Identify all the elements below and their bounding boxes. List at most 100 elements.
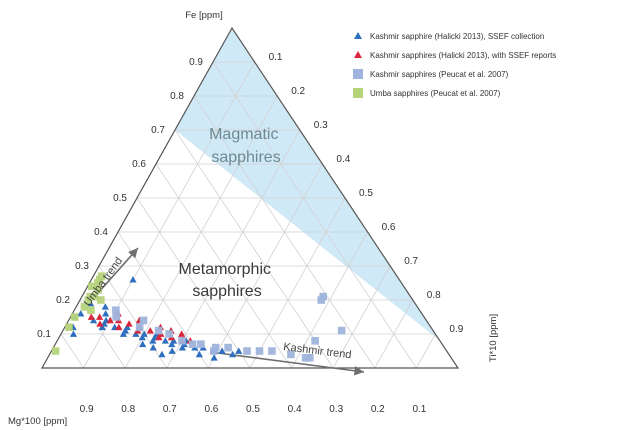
tick-label-fe: 0.8 [170,91,184,102]
data-point [135,323,144,331]
grid-line [98,265,168,369]
data-point [87,282,96,291]
tick-label-mg: 0.9 [80,404,94,415]
data-point [94,286,102,294]
tick-label-fe: 0.3 [75,261,89,272]
grid-line [83,61,255,369]
tick-label-ti: 0.1 [269,52,283,63]
data-point [158,350,166,358]
axis-label-ti: Ti*10 [ppm] [488,314,499,362]
axis-label-mg: Mg*100 [ppm] [8,416,67,427]
data-point [112,313,121,321]
grid-line [332,265,391,369]
data-point [311,337,319,345]
data-point [210,354,218,361]
arrow-kashmir [209,351,365,376]
data-point [51,347,60,355]
legend-entry-label: Umba sapphires (Peucat et al. 2007) [370,89,501,98]
data-point [168,347,176,354]
grid-line [374,299,414,369]
region-label-magmatic: Magmatic sapphires [209,126,283,166]
data-point [69,330,78,337]
data-point [178,344,186,351]
legend-marker-square [353,69,363,79]
data-point [255,347,264,355]
grid-line [136,197,251,369]
grid-line [166,129,301,369]
tick-label-ti: 0.9 [449,324,463,335]
data-point [165,330,173,338]
tick-label-fe: 0.7 [151,125,165,136]
tick-label-fe: 0.4 [94,227,108,238]
data-point [224,343,232,352]
grid-layer [60,61,436,369]
data-point [101,303,109,310]
tick-label-mg: 0.6 [204,404,218,415]
grid-line [416,333,436,369]
data-point [70,313,79,321]
region-label-metamorphic-line1: Metamorphic [179,261,271,278]
data-point [125,320,133,327]
data-point [138,333,146,341]
data-point [123,323,131,331]
grid-line [212,61,417,369]
data-point [154,326,163,335]
data-points [51,272,346,362]
data-point [90,292,99,301]
data-point [119,330,127,337]
region-label-metamorphic-line2: sapphires [192,283,261,300]
data-point [337,326,346,335]
data-point [80,303,89,311]
tick-label-mg: 0.7 [163,404,177,415]
tick-label-ti: 0.2 [291,86,305,97]
triangle-outline [40,26,460,369]
data-point [87,313,95,320]
data-point [301,354,310,362]
tick-label-fe: 0.5 [113,193,127,204]
data-point [178,330,186,337]
data-point [96,313,104,320]
triangle-frame [40,26,460,369]
data-point [89,316,98,324]
tick-label-ti: 0.8 [427,290,441,301]
data-point [102,310,110,317]
legend-entry-label: Kashmir sapphire (Halicki 2013), SSEF co… [370,32,544,41]
data-point [209,347,218,355]
data-point [77,310,85,317]
tick-label-ti: 0.3 [314,120,328,131]
data-point [305,354,314,362]
tick-label-ti: 0.4 [336,154,350,165]
region-label-magmatic-line1: Magmatic [209,126,278,143]
data-point [65,323,73,331]
tick-label-mg: 0.2 [371,404,385,415]
tick-label-ti: 0.7 [404,256,418,267]
series-3 [51,272,106,355]
data-point [149,337,157,344]
grid-line [174,129,334,369]
data-point [139,316,148,325]
data-point [87,306,95,314]
grid-line [249,197,346,369]
data-point [235,347,243,354]
data-point [229,350,237,358]
data-point [218,347,226,354]
data-point [268,347,276,355]
data-point [161,337,169,344]
legend-marker-square [353,88,363,98]
data-point [97,272,106,280]
grid-line [291,231,368,369]
data-point [115,323,123,331]
legend-entry-label: Kashmir sapphires (Halicki 2013), with S… [370,51,556,60]
data-point [195,350,203,358]
grid-line [60,333,84,369]
data-point [243,347,251,355]
region-label-magmatic-line2: sapphires [211,149,280,166]
tick-label-fe: 0.1 [37,329,51,340]
data-point [112,306,120,314]
legend-marker-triangle [354,51,362,58]
data-point [197,340,205,348]
series-2 [112,292,346,362]
tick-label-mg: 0.3 [329,404,343,415]
data-point [188,340,197,348]
